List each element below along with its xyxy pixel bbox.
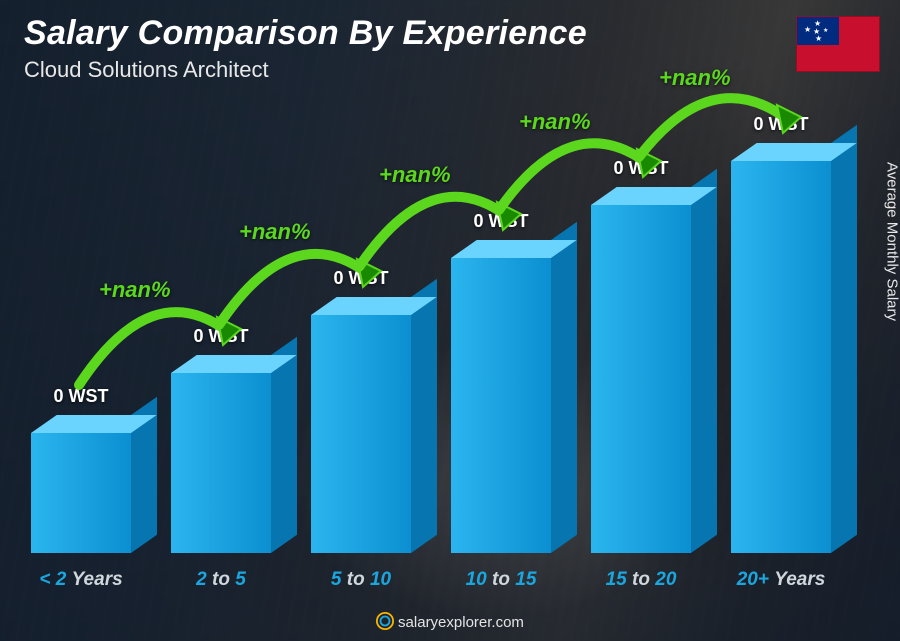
chart-subtitle: Cloud Solutions Architect <box>24 57 587 83</box>
x-axis-label: 15 to 20 <box>606 569 677 591</box>
footer-credit: salaryexplorer.com <box>0 612 900 631</box>
x-axis-label: 20+ Years <box>737 569 826 591</box>
bar-chart: 0 WST< 2 Years0 WST2 to 50 WST5 to 100 W… <box>22 110 850 553</box>
delta-label: +nan% <box>239 219 311 245</box>
y-axis-label: Average Monthly Salary <box>884 162 900 321</box>
footer-text: salaryexplorer.com <box>398 614 524 631</box>
logo-icon <box>376 612 394 630</box>
bar-value-label: 0 WST <box>753 114 808 135</box>
bar-value-label: 0 WST <box>53 386 108 407</box>
x-axis-label: 10 to 15 <box>466 569 537 591</box>
x-axis-label: < 2 Years <box>39 569 122 591</box>
delta-label: +nan% <box>659 65 731 91</box>
samoa-flag-icon: ★ ★ ★ ★ ★ <box>796 16 880 72</box>
bar-value-label: 0 WST <box>333 268 388 289</box>
bar-value-label: 0 WST <box>193 326 248 347</box>
bar <box>171 373 271 553</box>
bar-value-label: 0 WST <box>473 211 528 232</box>
x-axis-label: 2 to 5 <box>196 569 246 591</box>
bar <box>591 205 691 553</box>
flag-canton: ★ ★ ★ ★ ★ <box>797 17 839 45</box>
delta-label: +nan% <box>99 277 171 303</box>
bar-value-label: 0 WST <box>613 158 668 179</box>
bar <box>311 315 411 553</box>
chart-header: Salary Comparison By Experience Cloud So… <box>24 14 587 83</box>
delta-label: +nan% <box>379 162 451 188</box>
bar <box>451 258 551 553</box>
bar <box>731 161 831 553</box>
chart-title: Salary Comparison By Experience <box>24 14 587 53</box>
x-axis-label: 5 to 10 <box>331 569 391 591</box>
bar <box>31 433 131 553</box>
delta-label: +nan% <box>519 109 591 135</box>
